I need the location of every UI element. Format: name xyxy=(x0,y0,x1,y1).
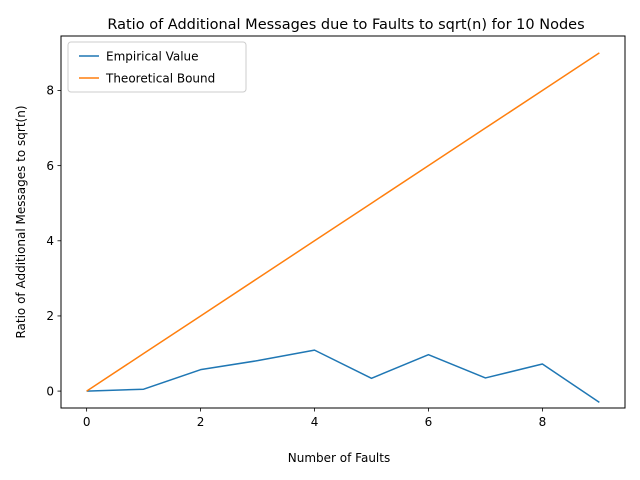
x-tick-label: 0 xyxy=(83,415,91,429)
y-tick-label: 2 xyxy=(46,309,54,323)
x-tick-label: 2 xyxy=(197,415,205,429)
legend-label-1: Theoretical Bound xyxy=(105,72,215,86)
legend-box xyxy=(67,41,247,93)
x-tick-label: 8 xyxy=(539,415,547,429)
series-line-1 xyxy=(86,52,600,392)
y-axis-ticks: 0 2 4 6 8 xyxy=(46,84,61,398)
y-tick-label: 8 xyxy=(46,84,54,98)
series-line-0 xyxy=(86,349,600,403)
x-axis-ticks: 0 2 4 6 8 xyxy=(83,408,546,429)
y-tick-label: 6 xyxy=(46,159,54,173)
plot-frame xyxy=(60,35,626,409)
plot-lines xyxy=(86,52,600,403)
y-axis-label: Ratio of Additional Messages to sqrt(n) xyxy=(14,105,28,338)
legend: Empirical Value Theoretical Bound xyxy=(67,41,247,93)
y-tick-label: 0 xyxy=(46,384,54,398)
x-tick-label: 4 xyxy=(311,415,319,429)
x-tick-label: 6 xyxy=(425,415,433,429)
chart-title: Ratio of Additional Messages due to Faul… xyxy=(107,17,584,33)
y-tick-label: 4 xyxy=(46,234,54,248)
x-axis-label: Number of Faults xyxy=(288,451,390,465)
legend-label-0: Empirical Value xyxy=(106,50,199,64)
